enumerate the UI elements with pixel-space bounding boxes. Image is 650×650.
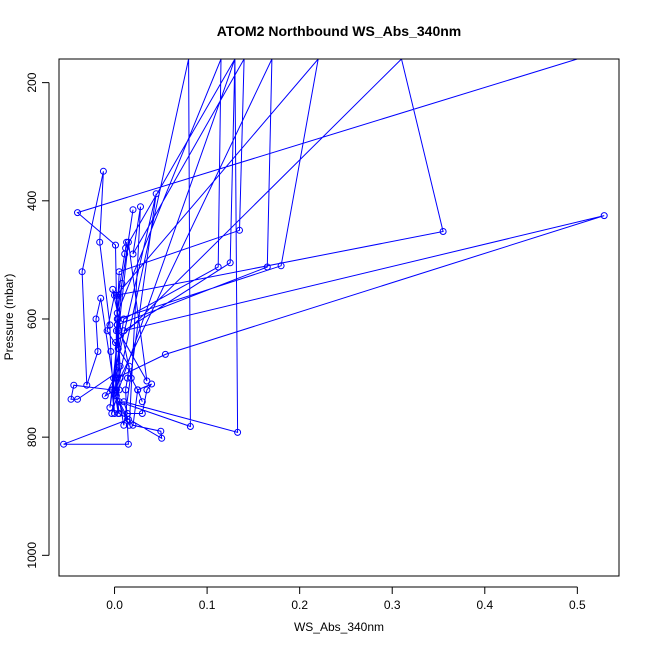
plot-frame [58, 58, 620, 577]
y-tick-label: 800 [25, 427, 39, 447]
x-tick-label: 0.3 [384, 598, 401, 612]
data-point [103, 327, 111, 335]
data-point [186, 423, 194, 430]
data-point [157, 427, 165, 435]
data-point [70, 381, 78, 389]
data-point [127, 374, 135, 382]
data-point [116, 362, 124, 370]
series-group [60, 59, 608, 448]
data-point [110, 374, 118, 382]
data-point [112, 386, 120, 394]
x-tick-label: 0.2 [291, 598, 308, 612]
data-point [107, 348, 115, 355]
chart-title: ATOM2 Northbound WS_Abs_340nm [217, 23, 462, 39]
data-point [97, 294, 105, 302]
data-point [124, 415, 132, 423]
y-tick-label: 600 [25, 309, 39, 329]
data-point [277, 262, 285, 270]
data-point [83, 381, 91, 389]
data-point [600, 212, 608, 220]
plot-area [60, 59, 608, 448]
data-point [78, 268, 86, 276]
data-point [118, 280, 126, 287]
data-point [120, 327, 128, 335]
data-point [129, 206, 137, 214]
data-point [148, 380, 156, 388]
data-point [115, 398, 123, 406]
data-point [108, 386, 116, 394]
data-point [129, 421, 137, 429]
data-point [113, 315, 121, 323]
data-point [138, 410, 146, 417]
x-tick-label: 0.1 [199, 598, 216, 612]
data-point [115, 268, 123, 276]
data-point [114, 345, 122, 352]
data-point [161, 350, 169, 358]
data-point [263, 263, 271, 271]
data-point [125, 362, 133, 370]
data-point [113, 368, 121, 376]
data-point [92, 315, 100, 323]
y-axis: 200 400 600 800 1000 [25, 72, 50, 569]
data-point [111, 410, 118, 417]
data-point [129, 250, 137, 258]
data-point [122, 244, 130, 252]
data-point [115, 410, 123, 417]
data-point [134, 386, 142, 394]
data-point [106, 404, 114, 412]
data-point [158, 434, 166, 442]
data-point [96, 238, 104, 246]
data-point [214, 263, 222, 271]
x-axis-label: WS_Abs_340nm [294, 620, 384, 634]
data-point [143, 386, 151, 394]
data-point [226, 259, 234, 267]
data-point [109, 285, 117, 293]
y-tick-label: 1000 [25, 542, 39, 569]
y-tick-label: 200 [25, 72, 39, 92]
y-tick-label: 400 [25, 190, 39, 210]
data-point [101, 392, 109, 400]
data-point [112, 241, 119, 249]
data-point [138, 398, 146, 406]
data-point [74, 209, 81, 217]
x-tick-label: 0.0 [106, 598, 123, 612]
x-tick-label: 0.4 [476, 598, 493, 612]
data-point [124, 374, 131, 382]
series-line [63, 59, 605, 445]
data-point [99, 167, 107, 175]
data-point [120, 398, 128, 406]
data-point [114, 291, 122, 299]
data-point [112, 339, 119, 347]
data-point [152, 190, 160, 198]
data-point [439, 228, 447, 235]
x-axis: 0.0 0.1 0.2 0.3 0.4 0.5 [106, 586, 586, 612]
data-point [94, 348, 102, 355]
x-tick-label: 0.5 [569, 598, 586, 612]
data-point [106, 321, 114, 329]
data-point [234, 428, 242, 436]
data-point [60, 440, 68, 448]
data-point [112, 327, 120, 335]
data-point [137, 203, 144, 211]
data-point [122, 386, 130, 394]
data-point [236, 226, 243, 234]
y-axis-label: Pressure (mbar) [2, 274, 16, 361]
data-point [74, 395, 81, 403]
data-point [124, 440, 132, 448]
